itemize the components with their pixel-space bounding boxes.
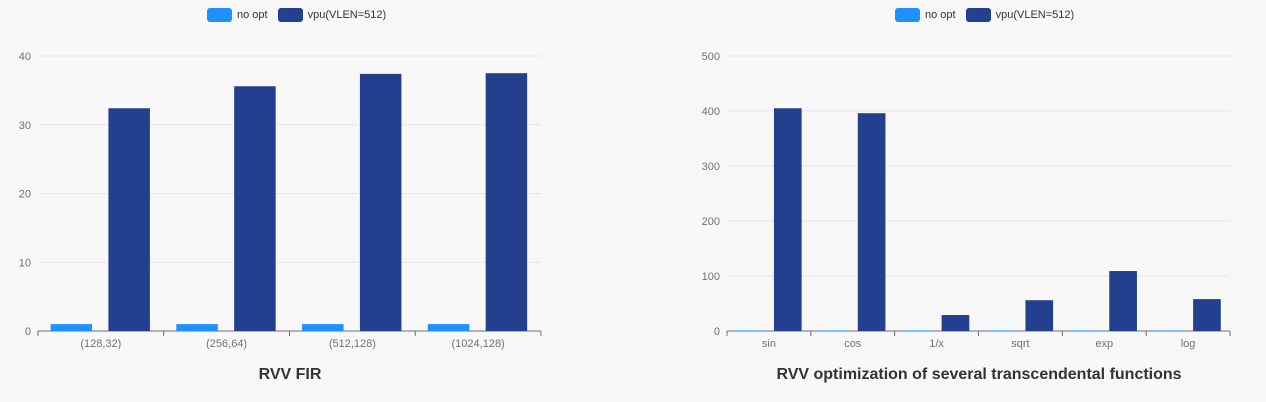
x-tick-label: sin bbox=[762, 338, 776, 350]
y-tick-label: 500 bbox=[702, 51, 720, 63]
y-tick-label: 300 bbox=[702, 161, 720, 173]
bar-no-opt bbox=[1070, 330, 1099, 331]
x-tick-label: (512,128) bbox=[329, 338, 376, 350]
x-tick-label: cos bbox=[844, 338, 862, 350]
bar-vpu bbox=[1109, 271, 1137, 331]
bar-vpu bbox=[359, 73, 402, 331]
bar-no-opt bbox=[176, 324, 218, 331]
bar-no-opt bbox=[819, 330, 847, 331]
y-tick-label: 30 bbox=[19, 120, 31, 132]
bar-no-opt bbox=[50, 324, 93, 331]
x-tick-label: sqrt bbox=[1011, 338, 1029, 350]
bar-vpu bbox=[1193, 299, 1221, 331]
y-tick-label: 0 bbox=[25, 326, 31, 338]
legend-left: no opt vpu(VLEN=512) bbox=[207, 8, 386, 22]
legend-swatch bbox=[895, 8, 920, 22]
y-tick-label: 100 bbox=[702, 271, 720, 283]
bar-no-opt bbox=[1154, 330, 1183, 331]
legend-label: no opt bbox=[925, 9, 956, 21]
y-tick-label: 400 bbox=[702, 106, 720, 118]
x-tick-label: 1/x bbox=[929, 338, 944, 350]
x-tick-label: (1024,128) bbox=[452, 338, 505, 350]
bar-vpu bbox=[108, 108, 150, 331]
x-tick-label: (256,64) bbox=[206, 338, 247, 350]
legend-swatch bbox=[965, 8, 991, 22]
legend-swatch bbox=[277, 8, 303, 22]
y-tick-label: 200 bbox=[702, 216, 720, 228]
x-tick-label: (128,32) bbox=[80, 338, 121, 350]
legend-item-no-opt[interactable]: no opt bbox=[895, 8, 956, 22]
chart-transcendental: 0 100 200 300 400 500 sin cos 1/x sqrt exp log bbox=[702, 51, 1231, 350]
legend-item-no-opt[interactable]: no opt bbox=[207, 8, 268, 22]
legend-label: vpu(VLEN=512) bbox=[995, 9, 1075, 21]
y-tick-label: 20 bbox=[19, 189, 31, 201]
bar-no-opt bbox=[986, 330, 1015, 331]
x-tick-label: exp bbox=[1095, 338, 1113, 350]
x-tick-label: log bbox=[1181, 338, 1196, 350]
bar-no-opt bbox=[302, 324, 344, 331]
legend-label: no opt bbox=[237, 9, 268, 21]
bar-no-opt bbox=[735, 330, 764, 331]
y-tick-label: 0 bbox=[714, 326, 720, 338]
chart-title-right: RVV optimization of several transcendent… bbox=[776, 366, 1182, 383]
bar-vpu bbox=[773, 108, 802, 331]
bar-vpu bbox=[1025, 300, 1054, 331]
bar-no-opt bbox=[427, 324, 470, 331]
legend-right: no opt vpu(VLEN=512) bbox=[895, 8, 1074, 22]
legend-label: vpu(VLEN=512) bbox=[307, 9, 387, 21]
y-tick-label: 10 bbox=[19, 257, 31, 269]
legend-item-vpu[interactable]: vpu(VLEN=512) bbox=[277, 8, 387, 22]
bar-no-opt bbox=[903, 330, 931, 331]
chart-title-left: RVV FIR bbox=[258, 366, 322, 383]
bar-vpu bbox=[234, 86, 276, 331]
y-tick-label: 40 bbox=[19, 51, 31, 63]
bar-vpu bbox=[941, 315, 970, 331]
legend-swatch bbox=[207, 8, 232, 22]
bar-vpu bbox=[857, 113, 886, 331]
chart-rvv-fir: 0 10 20 30 40 (128,32) (256,64) (512,128) (1024,… bbox=[19, 51, 542, 350]
legend-item-vpu[interactable]: vpu(VLEN=512) bbox=[965, 8, 1075, 22]
bar-vpu bbox=[485, 73, 528, 331]
